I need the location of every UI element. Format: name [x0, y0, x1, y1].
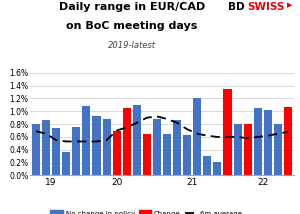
Bar — [32, 124, 40, 175]
Bar — [264, 110, 272, 175]
Bar — [193, 98, 201, 175]
Bar — [92, 116, 101, 175]
Bar — [163, 134, 171, 175]
Text: 2019-latest: 2019-latest — [108, 41, 156, 50]
Bar — [213, 162, 221, 175]
Bar — [183, 135, 191, 175]
Bar — [284, 107, 292, 175]
Bar — [233, 124, 242, 175]
Bar — [103, 119, 111, 175]
Text: SWISS: SWISS — [248, 2, 285, 12]
Legend: No change in policy, Change, 6m average: No change in policy, Change, 6m average — [47, 208, 245, 214]
Bar — [274, 124, 282, 175]
Text: BD: BD — [228, 2, 244, 12]
Bar — [254, 108, 262, 175]
Bar — [42, 120, 50, 175]
Bar — [153, 119, 161, 175]
Bar — [244, 124, 252, 175]
Bar — [173, 120, 181, 175]
Text: on BoC meeting days: on BoC meeting days — [66, 21, 198, 31]
Bar — [52, 128, 60, 175]
Bar — [123, 108, 131, 175]
Bar — [72, 127, 80, 175]
Bar — [203, 156, 211, 175]
Bar — [62, 152, 70, 175]
Bar — [224, 89, 232, 175]
Bar — [143, 134, 151, 175]
Text: ▶: ▶ — [286, 2, 292, 8]
Text: Daily range in EUR/CAD: Daily range in EUR/CAD — [59, 2, 205, 12]
Bar — [112, 131, 121, 175]
Bar — [133, 105, 141, 175]
Bar — [82, 106, 91, 175]
